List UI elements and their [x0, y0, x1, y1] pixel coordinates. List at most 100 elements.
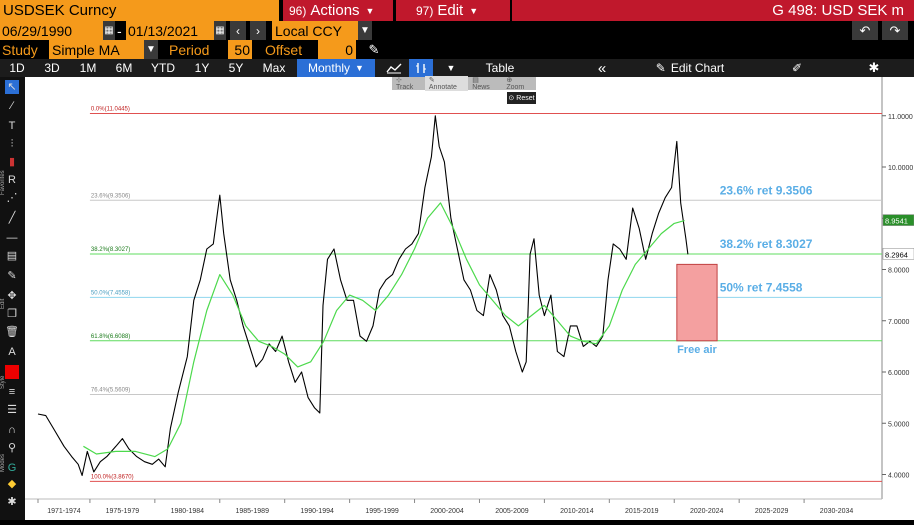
x-tick-label: 2030-2034	[820, 508, 854, 515]
calendar-icon[interactable]: ▦	[214, 21, 226, 40]
currency-select[interactable]: Local CCY	[272, 21, 358, 40]
range-1d[interactable]: 1D	[9, 61, 25, 75]
lock-icon[interactable]: ⚲	[7, 442, 17, 454]
study-select[interactable]: Simple MA	[49, 40, 144, 59]
study-bar: Study Simple MA ▼ Period 50 Offset 0 ✎	[0, 40, 914, 59]
hline-tool-icon[interactable]: —	[6, 232, 18, 244]
google-icon[interactable]: G	[7, 462, 17, 474]
end-date-field[interactable]: 01/13/2021	[126, 21, 214, 40]
text-tool-icon[interactable]: T	[8, 120, 16, 132]
period-label: Period	[169, 41, 210, 58]
retracement-annotation: 50% ret 7.4558	[720, 280, 803, 294]
palette-icon[interactable]: ◆	[7, 478, 17, 490]
undo-icon[interactable]: ↶	[852, 21, 878, 40]
chart-svg[interactable]: 4.00005.00006.00007.00008.00009.000010.0…	[25, 77, 914, 520]
reset-label: Reset	[516, 94, 535, 102]
x-tick-label: 2015-2019	[625, 508, 659, 515]
fib-tool-icon[interactable]: ⫶	[10, 138, 14, 150]
caret-down-icon[interactable]: ▼	[358, 21, 372, 40]
trash-icon[interactable]: 🗑	[5, 326, 19, 338]
range-1m[interactable]: 1M	[79, 61, 97, 75]
redo-icon[interactable]: ↷	[882, 21, 908, 40]
bar-chart-icon[interactable]	[409, 59, 433, 77]
channel-tool-icon[interactable]: ⋰	[6, 192, 18, 204]
pen-tool-icon[interactable]: ✎	[7, 270, 17, 282]
fib-level-label: 76.4%(5.5609)	[91, 388, 130, 394]
frequency-select[interactable]: Monthly ▼	[297, 59, 375, 77]
x-tick-label: 2025-2029	[755, 508, 789, 515]
range-3d[interactable]: 3D	[44, 61, 60, 75]
modes-label: Modes	[0, 453, 6, 472]
free-air-label: Free air	[677, 344, 717, 356]
last-value-label: 8.2964	[885, 250, 908, 259]
track-tool[interactable]: ⊹ Track	[396, 77, 414, 91]
move-icon[interactable]: ✥	[7, 290, 17, 302]
edit-chart-button[interactable]: ✎ Edit Chart	[640, 59, 740, 77]
page-title: G 498: USD SEK m	[512, 0, 914, 21]
chart-area[interactable]: 4.00005.00006.00007.00008.00009.000010.0…	[25, 76, 914, 520]
end-date-text: 01/13/2021	[128, 22, 199, 39]
retracement-annotation: 38.2% ret 8.3027	[720, 237, 813, 251]
copy-icon[interactable]: ❐	[7, 308, 17, 320]
annotate-tool[interactable]: ✎ Annotate	[424, 76, 469, 91]
ticker-field[interactable]: USDSEK Curncy	[0, 0, 279, 21]
chevron-right-icon[interactable]: ›	[250, 21, 266, 40]
actions-menu[interactable]: 96) Actions ▼	[283, 0, 393, 21]
period-input[interactable]: 50	[228, 40, 252, 59]
fill-color-icon[interactable]	[5, 365, 19, 379]
highlight-icon[interactable]: ▮	[8, 156, 16, 168]
table-button[interactable]: Table	[485, 61, 515, 75]
line-width-icon[interactable]: ☰	[7, 404, 17, 416]
pencil-icon[interactable]: ✎	[368, 41, 380, 57]
actions-num: 96)	[289, 3, 307, 18]
x-tick-label: 2020-2024	[690, 508, 724, 515]
x-tick-label: 1980-1984	[171, 508, 205, 515]
edit-menu[interactable]: 97) Edit ▼	[396, 0, 510, 21]
color-icon[interactable]: A	[8, 346, 16, 358]
actions-label: Actions	[310, 2, 360, 19]
edit-num: 97)	[416, 3, 434, 18]
reset-button[interactable]: ⊙ Reset	[507, 92, 536, 104]
gear-icon[interactable]: ✱	[868, 60, 880, 75]
track-label: Track	[396, 84, 414, 91]
moving-average-line	[83, 202, 685, 458]
news-tool[interactable]: ▤ News	[472, 77, 490, 91]
trend-tool-icon[interactable]: ╱	[8, 212, 16, 224]
collapse-left-icon[interactable]: «	[597, 59, 607, 77]
line-tool-icon[interactable]: ∕	[11, 100, 13, 112]
range-1y[interactable]: 1Y	[194, 61, 210, 75]
calendar-icon[interactable]: ▦	[103, 21, 115, 40]
free-air-box	[676, 263, 718, 342]
caret-down-icon: ▼	[355, 63, 364, 73]
fib-level-label: 23.6%(9.3506)	[91, 193, 130, 199]
caret-down-icon[interactable]: ▼	[144, 40, 158, 59]
settings-icon[interactable]: ✱	[7, 496, 17, 508]
rect-tool-icon[interactable]: ▤	[6, 250, 18, 262]
range-tool-icon[interactable]: R	[8, 174, 16, 186]
start-date-field[interactable]: 06/29/1990	[0, 21, 103, 40]
y-tick-label: 6.0000	[888, 370, 910, 377]
period-value: 50	[234, 41, 250, 58]
y-tick-label: 11.0000	[888, 114, 913, 121]
cursor-icon[interactable]: ↖	[5, 80, 19, 94]
y-tick-label: 4.0000	[888, 473, 910, 480]
caret-down-icon[interactable]: ▼	[446, 63, 456, 73]
fib-level-label: 50.0%(7.4558)	[91, 290, 130, 296]
page-title-text: G 498: USD SEK m	[772, 2, 904, 19]
range-max[interactable]: Max	[262, 61, 286, 75]
range-ytd[interactable]: YTD	[151, 61, 175, 75]
chevron-left-icon[interactable]: ‹	[230, 21, 246, 40]
toolbar: 1D 3D 1M 6M YTD 1Y 5Y Max Monthly ▼ ▼ Ta…	[0, 59, 914, 77]
range-6m[interactable]: 6M	[115, 61, 133, 75]
line-style-icon[interactable]: ≡	[8, 386, 16, 398]
zoom-tool[interactable]: ⊕ Zoom	[506, 77, 525, 91]
zoom-label: Zoom	[506, 84, 525, 91]
line-chart-icon[interactable]	[380, 59, 408, 77]
currency-text: Local CCY	[275, 22, 342, 39]
magnet-icon[interactable]: ∩	[8, 424, 16, 436]
edit-box-icon[interactable]: ✐	[791, 61, 803, 75]
offset-label: Offset	[265, 41, 303, 58]
fib-level-label: 100.0%(3.8670)	[91, 474, 134, 480]
range-5y[interactable]: 5Y	[228, 61, 244, 75]
offset-input[interactable]: 0	[318, 40, 356, 59]
